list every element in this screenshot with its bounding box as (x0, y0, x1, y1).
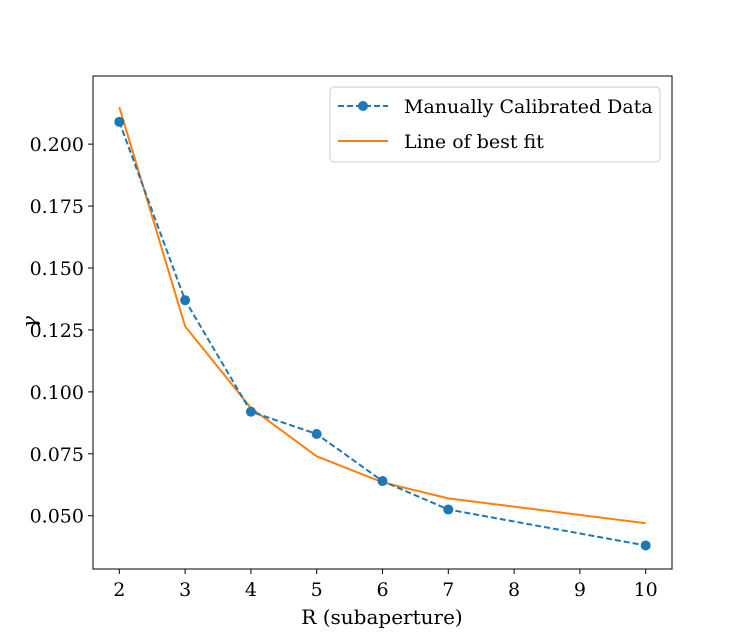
x-axis-ticks: 2 3 4 5 6 7 8 9 10 (113, 569, 658, 601)
x-tick-label: 6 (376, 579, 388, 601)
x-tick-label: 3 (179, 579, 191, 601)
x-tick-label: 10 (634, 579, 658, 601)
x-tick-label: 7 (442, 579, 454, 601)
legend-label-best-fit: Line of best fit (404, 131, 544, 153)
legend: Manually Calibrated Data Line of best fi… (329, 86, 661, 163)
data-point (311, 428, 322, 439)
x-tick-label: 9 (574, 579, 586, 601)
series-line-best-fit (118, 106, 646, 525)
legend-label-manually-calibrated: Manually Calibrated Data (404, 96, 653, 118)
y-tick-label: 0.050 (30, 506, 84, 528)
y-tick-label: 0.075 (30, 444, 84, 466)
data-point (377, 476, 388, 487)
y-axis-label: γ (17, 316, 41, 328)
x-axis-label: R (subaperture) (301, 605, 462, 629)
x-tick-label: 5 (311, 579, 323, 601)
y-tick-label: 0.200 (30, 134, 84, 156)
data-point (640, 540, 651, 551)
x-tick-label: 2 (113, 579, 125, 601)
x-tick-label: 8 (508, 579, 520, 601)
y-tick-label: 0.150 (30, 258, 84, 280)
data-point (180, 295, 191, 306)
data-point (114, 116, 125, 127)
y-tick-label: 0.175 (30, 196, 84, 218)
y-tick-label: 0.100 (30, 382, 84, 404)
data-point (443, 504, 454, 515)
legend-box (329, 86, 661, 163)
series-layer (114, 106, 651, 551)
legend-marker-manually-calibrated (358, 101, 368, 111)
data-point (245, 406, 256, 417)
y-tick-label: 0.125 (30, 320, 84, 342)
plot-frame (92, 75, 673, 570)
x-tick-label: 4 (245, 579, 257, 601)
y-axis-ticks: 0.050 0.075 0.100 0.125 0.150 0.175 0.200 (30, 134, 93, 528)
